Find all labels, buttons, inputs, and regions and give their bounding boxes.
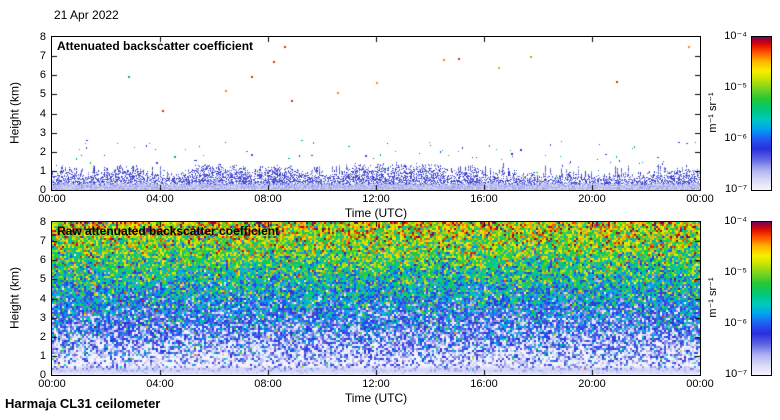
y-tick-label: 0 <box>39 369 46 381</box>
colorbar-tick-label: 10⁻⁷ <box>724 183 747 195</box>
bottom-plot-title: Raw attenuated backscatter coefficient <box>57 224 280 238</box>
bottom-plot-canvas <box>52 222 700 375</box>
colorbar-tick-label: 10⁻⁴ <box>724 30 747 42</box>
top-plot-panel: Attenuated backscatter coefficient <box>51 36 701 191</box>
y-tick-label: 1 <box>39 164 46 177</box>
x-tick-label: 04:00 <box>146 378 174 390</box>
x-tick-label: 08:00 <box>254 378 282 390</box>
x-tick-label: 20:00 <box>578 378 606 390</box>
y-tick-label: 4 <box>39 107 46 120</box>
top-colorbar-unit-label: m⁻¹ sr⁻¹ <box>707 92 719 133</box>
y-tick-label: 7 <box>39 235 46 248</box>
bottom-y-axis-label: Height (km) <box>7 267 22 330</box>
y-tick-label: 8 <box>39 216 46 228</box>
colorbar-tick-label: 10⁻⁴ <box>724 215 747 227</box>
x-tick-label: 00:00 <box>38 378 66 390</box>
x-tick-label: 00:00 <box>686 193 714 205</box>
colorbar-tick-label: 10⁻⁷ <box>724 368 747 380</box>
y-tick-label: 2 <box>39 330 46 343</box>
y-tick-label: 8 <box>39 31 46 43</box>
date-label: 21 Apr 2022 <box>54 8 119 22</box>
y-tick-label: 6 <box>39 69 46 82</box>
colorbar-tick-label: 10⁻⁶ <box>724 317 747 329</box>
y-tick-label: 5 <box>39 273 46 286</box>
x-tick-label: 16:00 <box>470 378 498 390</box>
y-tick-label: 0 <box>39 184 46 196</box>
x-tick-label: 04:00 <box>146 193 174 205</box>
y-tick-label: 3 <box>39 311 46 324</box>
instrument-label: Harmaja CL31 ceilometer <box>5 396 161 411</box>
y-tick-label: 7 <box>39 50 46 63</box>
top-plot-canvas <box>52 37 700 190</box>
x-tick-label: 12:00 <box>362 378 390 390</box>
y-tick-label: 5 <box>39 88 46 101</box>
x-tick-label: 00:00 <box>686 378 714 390</box>
bottom-plot-panel: Raw attenuated backscatter coefficient <box>51 221 701 376</box>
y-tick-label: 3 <box>39 126 46 139</box>
bottom-x-axis-label: Time (UTC) <box>344 391 408 405</box>
y-tick-label: 1 <box>39 349 46 362</box>
bottom-colorbar-unit-label: m⁻¹ sr⁻¹ <box>707 277 719 318</box>
x-tick-label: 00:00 <box>38 193 66 205</box>
y-tick-label: 2 <box>39 145 46 158</box>
x-tick-label: 20:00 <box>578 193 606 205</box>
x-tick-label: 08:00 <box>254 193 282 205</box>
x-tick-label: 12:00 <box>362 193 390 205</box>
colorbar-tick-label: 10⁻⁵ <box>724 265 747 278</box>
bottom-colorbar <box>751 221 772 376</box>
y-tick-label: 4 <box>39 292 46 305</box>
y-tick-label: 6 <box>39 254 46 267</box>
top-plot-title: Attenuated backscatter coefficient <box>57 39 254 53</box>
top-colorbar <box>751 36 772 191</box>
x-tick-label: 16:00 <box>470 193 498 205</box>
colorbar-tick-label: 10⁻⁵ <box>724 80 747 93</box>
top-x-axis-label: Time (UTC) <box>344 206 408 220</box>
colorbar-tick-label: 10⁻⁶ <box>724 132 747 144</box>
top-y-axis-label: Height (km) <box>7 82 22 145</box>
